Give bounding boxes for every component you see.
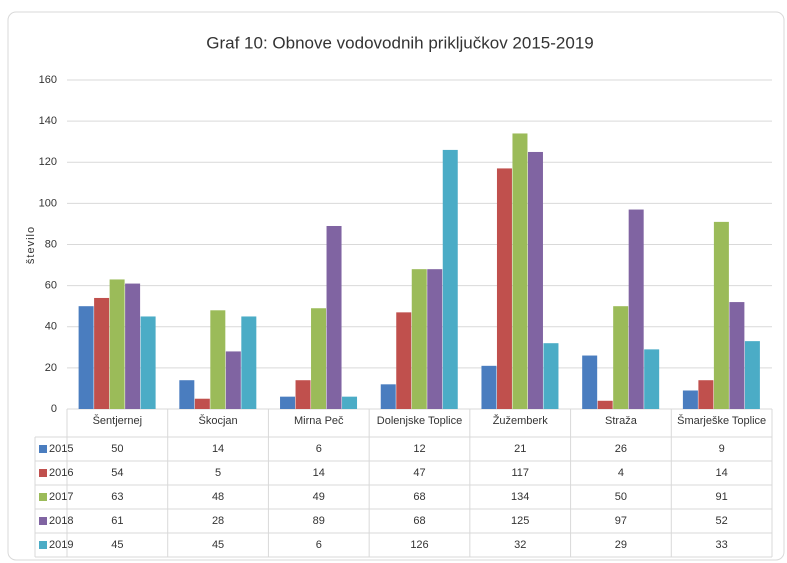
bar	[496, 168, 512, 409]
y-tick-label: 20	[45, 362, 57, 374]
table-value: 50	[615, 491, 627, 503]
bar	[682, 390, 698, 409]
legend-key	[39, 541, 47, 549]
table-value: 29	[615, 539, 627, 551]
bar	[644, 349, 660, 409]
y-tick-label: 80	[45, 238, 57, 250]
table-value: 33	[716, 539, 728, 551]
bar	[109, 279, 125, 409]
bar	[280, 396, 296, 409]
bar	[380, 384, 396, 409]
bar	[628, 209, 644, 409]
bar	[427, 269, 443, 409]
bar	[396, 312, 412, 409]
bar	[582, 355, 598, 409]
bar	[125, 283, 141, 409]
x-tick-label: Straža	[605, 415, 638, 427]
bar	[442, 149, 458, 409]
table-value: 32	[514, 539, 526, 551]
x-tick-label: Šentjernej	[93, 414, 143, 427]
table-value: 61	[111, 515, 123, 527]
bar	[729, 302, 745, 409]
table-value: 48	[212, 491, 224, 503]
table-value: 21	[514, 443, 526, 455]
table-value: 63	[111, 491, 123, 503]
table-value: 9	[719, 443, 725, 455]
table-value: 14	[716, 467, 728, 479]
bar	[311, 308, 327, 409]
table-value: 68	[413, 491, 425, 503]
bar	[744, 341, 760, 409]
bar	[543, 343, 559, 409]
table-value: 4	[618, 467, 624, 479]
legend-label: 2015	[49, 443, 73, 455]
y-tick-label: 40	[45, 321, 57, 333]
legend-key	[39, 517, 47, 525]
legend-key	[39, 469, 47, 477]
bar	[597, 400, 613, 409]
table-value: 54	[111, 467, 123, 479]
table-value: 49	[313, 491, 325, 503]
table-value: 6	[316, 443, 322, 455]
y-tick-label: 120	[39, 156, 57, 168]
x-tick-label: Dolenjske Toplice	[377, 415, 462, 427]
table-value: 52	[716, 515, 728, 527]
table-value: 68	[413, 515, 425, 527]
y-tick-label: 140	[39, 115, 57, 127]
y-tick-label: 60	[45, 280, 57, 292]
table-value: 12	[413, 443, 425, 455]
table-value: 47	[413, 467, 425, 479]
x-tick-label: Žužemberk	[493, 414, 549, 427]
bar	[94, 297, 110, 409]
table-value: 134	[511, 491, 529, 503]
table-value: 117	[511, 467, 529, 479]
bar	[713, 221, 729, 409]
bar	[140, 316, 156, 409]
y-tick-label: 100	[39, 197, 57, 209]
bar	[295, 380, 311, 409]
table-value: 50	[111, 443, 123, 455]
bar	[194, 398, 210, 409]
table-value: 14	[212, 443, 224, 455]
bar	[342, 396, 358, 409]
legend-label: 2016	[49, 467, 73, 479]
bar	[613, 306, 629, 409]
bar	[698, 380, 714, 409]
table-value: 89	[313, 515, 325, 527]
chart-title: Graf 10: Obnove vodovodnih priključkov 2…	[206, 33, 593, 52]
bar	[210, 310, 226, 409]
bar	[527, 151, 543, 409]
legend-label: 2017	[49, 491, 73, 503]
table-value: 97	[615, 515, 627, 527]
x-tick-label: Škocjan	[199, 414, 238, 427]
table-value: 28	[212, 515, 224, 527]
y-tick-label: 0	[51, 403, 57, 415]
bar	[78, 306, 94, 409]
bar	[225, 351, 241, 409]
bar	[179, 380, 195, 409]
y-tick-label: 160	[39, 74, 57, 86]
table-value: 26	[615, 443, 627, 455]
table-value: 5	[215, 467, 221, 479]
x-tick-label: Šmarješke Toplice	[677, 414, 766, 427]
table-value: 45	[212, 539, 224, 551]
bar	[411, 269, 427, 409]
table-value: 126	[410, 539, 428, 551]
table-value: 125	[511, 515, 529, 527]
x-tick-label: Mirna Peč	[294, 415, 344, 427]
legend-label: 2019	[49, 539, 73, 551]
bar	[512, 133, 528, 409]
table-value: 14	[313, 467, 325, 479]
bar	[326, 225, 342, 409]
y-axis-label: število	[25, 226, 37, 264]
legend-key	[39, 493, 47, 501]
legend-key	[39, 445, 47, 453]
table-value: 91	[716, 491, 728, 503]
bar	[241, 316, 257, 409]
bar	[481, 365, 497, 409]
legend-label: 2018	[49, 515, 73, 527]
table-value: 6	[316, 539, 322, 551]
table-value: 45	[111, 539, 123, 551]
